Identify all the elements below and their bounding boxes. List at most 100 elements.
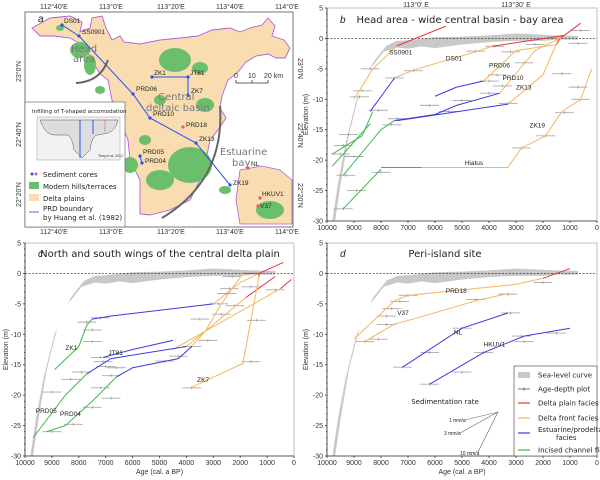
core-dot-ss0901[interactable] (77, 34, 81, 38)
scale-0: 0 (234, 73, 238, 80)
label-estuarine-bay: Estuarine bay (220, 147, 267, 169)
core-dot-prd06[interactable] (131, 92, 135, 96)
map-right-tick: 22°40'N (296, 123, 304, 148)
core-label: PRD05 (143, 149, 164, 156)
y-axis-label: Elevation (m) (3, 329, 10, 370)
annotation-hiatus: Hiatus (465, 160, 484, 167)
x-tick-label: 1000 (562, 225, 578, 232)
core-dot-prd10[interactable] (148, 116, 152, 120)
x-tick-label: 7000 (400, 225, 416, 232)
x-tick-label: 9000 (44, 460, 60, 467)
label-central-basin: Central deltaic basin (146, 92, 210, 114)
series-zk13-orange (507, 37, 560, 105)
y-tick-label: 0 (17, 271, 21, 278)
core-dot-zk1[interactable] (150, 75, 154, 79)
core-dot-jt81[interactable] (186, 75, 190, 79)
series-prd10-red (561, 22, 582, 38)
series-prd04-orange (191, 288, 281, 347)
sediment-core-red-icon (34, 172, 38, 176)
series-label-prd06: PRD06 (489, 63, 510, 70)
series-prd06-blue (434, 80, 484, 97)
core-label: ZK13 (199, 136, 215, 143)
series-label-zk13: ZK13 (516, 85, 532, 92)
x-tick-label: 10000 (317, 460, 337, 467)
core-label: PRD06 (136, 86, 157, 93)
panel-title: Peri-island site (408, 249, 481, 260)
core-dot-nl[interactable] (246, 166, 250, 170)
x-tick-label: 8000 (373, 460, 389, 467)
x-tick-label: 9000 (346, 460, 362, 467)
x-tick-label: 2000 (535, 225, 551, 232)
x-tick-label: 4000 (481, 460, 497, 467)
series-label-jt81: JT81 (108, 350, 123, 357)
map-top-tick: 112°40'E (40, 3, 68, 11)
core-label: PRD18 (186, 122, 207, 129)
y-axis-label: Elevation (m) (303, 329, 310, 370)
map-bottom-tick: 113°40'E (216, 228, 244, 236)
series-prd05-green (32, 373, 88, 439)
core-label: PRD10 (153, 111, 174, 118)
inset-diagram: Tang et al. 2012 (36, 116, 123, 161)
core-dot-hkuv1[interactable] (258, 196, 262, 200)
map-bottom-tick: 114°0'E (275, 228, 299, 236)
series-label-ds01: DS01 (446, 55, 463, 62)
panel-title: North and south wings of the central del… (40, 249, 280, 260)
series-hkuv1-blue (429, 327, 571, 385)
hills-swatch (29, 182, 39, 189)
sed-rate-line (477, 411, 499, 453)
scale-10: 10 (248, 73, 256, 80)
y-tick-label: -15 (313, 362, 323, 369)
x-tick-label: 6000 (125, 460, 141, 467)
core-dot-prd04[interactable] (140, 161, 144, 165)
x-tick-label: 3000 (508, 225, 524, 232)
series-prd10-orange (499, 36, 563, 94)
legend-label: Sea-level curve (538, 372, 592, 380)
chart-legend: Sea-level curve Age-depth plot Delta plain… (411, 365, 600, 457)
series-ss0901-green (332, 111, 374, 155)
map-panel-label: a (38, 14, 44, 25)
core-dot-zk19[interactable] (228, 183, 232, 187)
core-label: V37 (260, 203, 272, 210)
map-legend: Infilling of T-shaped accomodation Tang … (24, 101, 127, 228)
y-tick-label: -25 (11, 423, 21, 430)
x-tick-label: 5000 (152, 460, 168, 467)
core-dot-zk7[interactable] (186, 93, 190, 97)
series-label-hkuv1: HKUV1 (484, 341, 506, 348)
panel-letter: d (340, 249, 346, 260)
x-tick-label: 8000 (373, 225, 389, 232)
delta-plains-swatch (29, 194, 39, 201)
series-label-v37: V37 (397, 310, 409, 317)
y-tick-label: 5 (17, 241, 21, 248)
series-jt81-blue (102, 339, 174, 358)
core-label: HKUV1 (262, 191, 284, 198)
x-tick-label: 4000 (481, 225, 497, 232)
legend-label: Age-depth plot (538, 386, 590, 394)
series-ss0901-orange (353, 45, 398, 100)
core-dot-ds01[interactable] (60, 23, 64, 27)
x-tick-label: 8000 (71, 460, 87, 467)
x-tick-label: 7000 (400, 460, 416, 467)
modern-hills (56, 25, 284, 219)
sed-rate-label: 1 mm/a (449, 418, 466, 424)
map-left-tick: 23°0'N (15, 61, 23, 82)
map-bottom-tick: 112°40'E (40, 228, 68, 236)
core-dot-v37[interactable] (256, 204, 260, 208)
core-dot-prd05[interactable] (138, 154, 142, 158)
y-tick-label: -5 (317, 66, 323, 73)
sed-rate-label: 3 mm/a (444, 431, 461, 437)
core-dot-prd18[interactable] (181, 125, 185, 129)
y-tick-label: -30 (11, 454, 21, 461)
x-tick-label: 6000 (427, 225, 443, 232)
panel-b: SS0901 DS01 PRD06 PRD10 ZK13 ZK19 Hiatus 5 0 -5 -1… (303, 1, 599, 232)
x-tick-label: 3000 (206, 460, 222, 467)
core-dot-zk13[interactable] (194, 141, 198, 145)
top-tick-label: 113°30' E (501, 1, 531, 9)
core-label: JT81 (190, 70, 205, 77)
series-zk13-green (342, 168, 382, 210)
sed-rate-line (459, 411, 499, 434)
core-label: ZK7 (191, 88, 203, 95)
x-axis-label: Age (cal. a BP) (136, 469, 183, 476)
